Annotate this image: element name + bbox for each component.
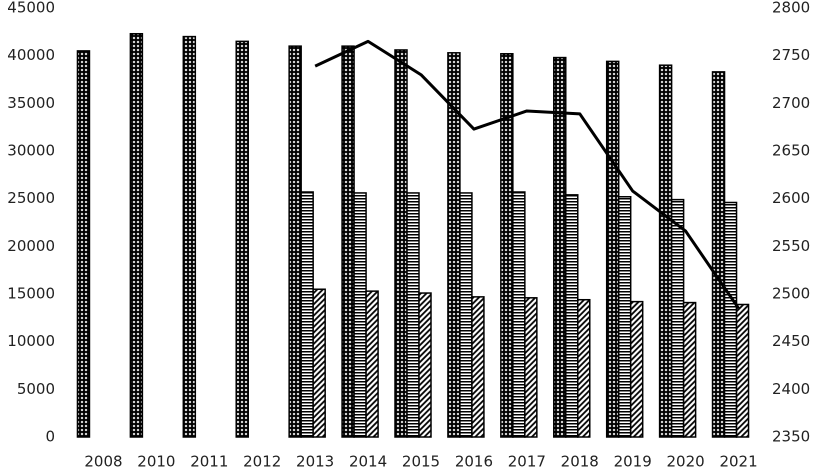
- y-tick-label: 45000: [7, 0, 55, 17]
- y2-tick-label: 2550: [772, 237, 810, 255]
- bar: [682, 301, 697, 438]
- bar: [300, 191, 314, 438]
- x-tick-label: 2012: [243, 453, 281, 470]
- x-tick-label: 2017: [508, 453, 546, 470]
- bar: [711, 71, 726, 438]
- bar: [365, 290, 379, 438]
- y-tick-label: 40000: [7, 46, 55, 64]
- bar: [471, 296, 485, 438]
- x-tick-label: 2019: [614, 453, 652, 470]
- y-tick-label: 35000: [7, 94, 55, 112]
- bar: [341, 45, 355, 438]
- x-tick-label: 2010: [137, 453, 175, 470]
- bar: [670, 198, 685, 438]
- bar: [312, 288, 326, 438]
- bar: [577, 298, 591, 438]
- y2-tick-label: 2750: [772, 46, 810, 64]
- x-tick-label: 2013: [296, 453, 334, 470]
- x-tick-label: 2018: [561, 453, 599, 470]
- y2-tick-label: 2800: [772, 0, 810, 17]
- y-tick-label: 20000: [7, 237, 55, 255]
- y2-tick-label: 2500: [772, 285, 810, 303]
- bar: [617, 196, 632, 438]
- x-tick-label: 2014: [349, 453, 387, 470]
- bar: [735, 303, 750, 438]
- y2-tick-label: 2400: [772, 380, 810, 398]
- y-tick-label: 10000: [7, 332, 55, 350]
- bar: [629, 300, 644, 438]
- bar: [394, 49, 408, 438]
- bar: [353, 192, 367, 438]
- bar: [406, 192, 420, 438]
- bar: [76, 50, 91, 438]
- y2-tick-label: 2600: [772, 189, 810, 207]
- bar: [565, 194, 579, 438]
- bar: [658, 64, 673, 438]
- bar: [512, 191, 526, 438]
- bar: [553, 56, 567, 438]
- y2-tick-label: 2350: [772, 428, 810, 446]
- x-tick-label: 2008: [84, 453, 122, 470]
- y2-tick-label: 2650: [772, 142, 810, 160]
- y-tick-label: 15000: [7, 285, 55, 303]
- bar: [723, 201, 738, 438]
- x-tick-label: 2015: [402, 453, 440, 470]
- y-tick-label: 5000: [17, 380, 55, 398]
- bar: [605, 60, 620, 438]
- x-tick-label: 2016: [455, 453, 493, 470]
- line: [314, 39, 740, 310]
- bar: [235, 40, 249, 438]
- y2-tick-label: 2700: [772, 94, 810, 112]
- bar: [418, 292, 432, 438]
- y-tick-label: 0: [45, 428, 55, 446]
- x-tick-label: 2020: [667, 453, 705, 470]
- bar: [129, 32, 144, 438]
- bar: [459, 192, 473, 438]
- bar: [182, 35, 197, 438]
- y-tick-label: 30000: [7, 142, 55, 160]
- bar: [288, 45, 302, 438]
- y2-tick-label: 2450: [772, 332, 810, 350]
- y-tick-label: 25000: [7, 189, 55, 207]
- bar: [524, 297, 538, 438]
- x-tick-label: 2011: [190, 453, 228, 470]
- bar: [500, 53, 514, 438]
- x-tick-label: 2021: [719, 453, 757, 470]
